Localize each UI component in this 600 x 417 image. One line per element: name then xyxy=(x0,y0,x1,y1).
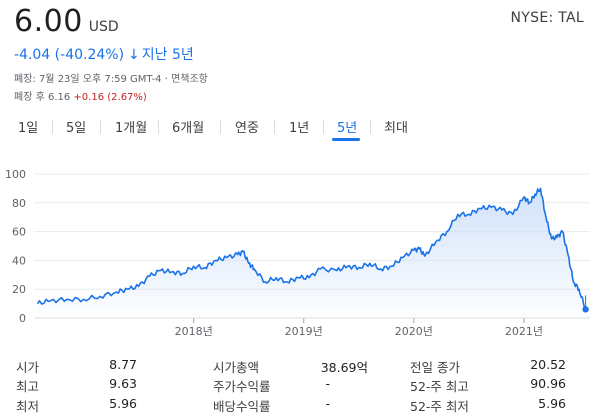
y-tick-label: 60 xyxy=(12,226,26,239)
stat-high-value: 9.63 xyxy=(109,376,137,391)
stat-prevclose-label: 전일 종가 xyxy=(410,360,460,375)
tab-5d[interactable]: 5일 xyxy=(66,121,87,136)
stat-52high-value: 90.96 xyxy=(530,376,566,391)
stat-div-value: - xyxy=(325,396,330,411)
tab-divider xyxy=(100,120,101,134)
stat-52low-label: 52-주 최저 xyxy=(410,399,469,414)
down-arrow-icon: ↓ xyxy=(128,47,140,63)
stat-52high-label: 52-주 최고 xyxy=(410,379,469,394)
y-tick-label: 0 xyxy=(19,312,26,325)
after-hours-label: 폐장 후 xyxy=(14,92,45,103)
stat-mktcap-value: 38.69억 xyxy=(320,360,368,375)
price-line xyxy=(36,187,587,310)
price-row: 6.00 USD xyxy=(14,4,119,39)
tab-divider xyxy=(52,120,53,134)
y-tick-label: 40 xyxy=(12,254,26,267)
x-tick-label: 2019년 xyxy=(285,325,323,338)
stat-mktcap-label: 시가총액 xyxy=(213,360,260,375)
tab-max[interactable]: 최대 xyxy=(384,121,408,136)
tab-6m[interactable]: 6개월 xyxy=(172,121,205,136)
after-hours-price: 6.16 xyxy=(47,92,71,103)
period-label: 지난 5년 xyxy=(141,47,194,63)
tab-ytd[interactable]: 연중 xyxy=(235,121,259,136)
stat-open-label: 시가 xyxy=(16,360,40,375)
tab-divider xyxy=(158,120,159,134)
stat-high-label: 최고 xyxy=(16,379,40,394)
y-tick-label: 20 xyxy=(12,283,26,296)
x-tick-label: 2020년 xyxy=(395,325,433,338)
stat-prevclose-value: 20.52 xyxy=(530,357,566,372)
change-value: -4.04 (-40.24%) xyxy=(14,47,125,63)
x-tick-label: 2021년 xyxy=(505,325,543,338)
stat-pe-label: 주가수익률 xyxy=(213,379,271,394)
tab-1y[interactable]: 1년 xyxy=(289,121,310,136)
y-tick-label: 100 xyxy=(5,168,26,181)
price-change: -4.04 (-40.24%) ↓ 지난 5년 xyxy=(14,44,194,64)
stat-52low-value: 5.96 xyxy=(538,396,566,411)
stat-open-value: 8.77 xyxy=(109,357,137,372)
range-tabs: 1일 5일 1개월 6개월 연중 1년 5년 최대 xyxy=(0,112,600,142)
tab-5y[interactable]: 5년 xyxy=(337,121,358,136)
active-tab-indicator xyxy=(332,138,360,141)
tab-1m[interactable]: 1개월 xyxy=(115,121,148,136)
tab-1d[interactable]: 1일 xyxy=(18,121,39,136)
tab-divider xyxy=(220,120,221,134)
price-area-fill xyxy=(37,188,586,318)
tab-divider xyxy=(274,120,275,134)
stat-div-label: 배당수익률 xyxy=(213,399,271,414)
stat-pe-value: - xyxy=(325,376,330,391)
last-price-dot xyxy=(582,306,589,313)
y-tick-label: 80 xyxy=(12,197,26,210)
price-chart[interactable]: 0 20 40 60 80 100 2018년 2019년 2020년 2021년 xyxy=(0,160,600,345)
x-tick-label: 2018년 xyxy=(175,325,213,338)
current-price: 6.00 xyxy=(14,4,83,39)
stat-low-label: 최저 xyxy=(16,399,40,414)
stat-low-value: 5.96 xyxy=(109,396,137,411)
tab-divider xyxy=(370,120,371,134)
ticker-symbol: NYSE: TAL xyxy=(510,10,584,26)
close-info: 폐장: 7월 23일 오후 7:59 GMT-4 · 면책조항 xyxy=(14,74,208,85)
after-hours-info: 폐장 후 6.16 +0.16 (2.67%) xyxy=(14,88,147,103)
tab-divider xyxy=(323,120,324,134)
after-hours-change: +0.16 (2.67%) xyxy=(73,92,147,103)
currency-label: USD xyxy=(88,19,119,35)
